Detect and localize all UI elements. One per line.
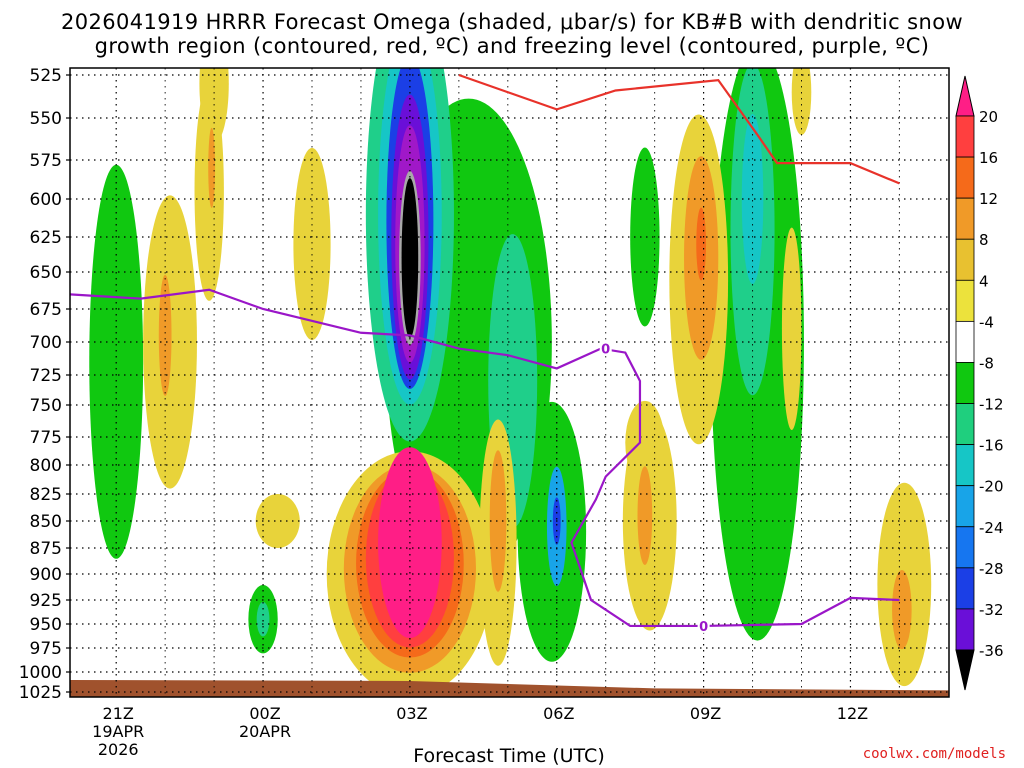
- freezing-label-bg: [599, 340, 612, 356]
- x-tick-label: 00Z: [249, 704, 280, 723]
- colorbar-top-arrow: [955, 75, 975, 117]
- colorbar-swatch: [955, 608, 975, 651]
- colorbar-swatch: [955, 444, 975, 487]
- colorbar-label: -24: [979, 519, 1004, 537]
- y-tick-label: 550: [30, 109, 62, 129]
- omega-region-orange-13Z: [892, 570, 912, 650]
- omega-region-orange-08Z-core: [696, 207, 707, 281]
- x-tick-label: 03Z: [396, 704, 427, 723]
- colorbar-swatch: [955, 197, 975, 240]
- colorbar-label: -36: [979, 642, 1004, 660]
- y-tick-label: 700: [30, 333, 62, 353]
- x-tick-label: 19APR: [92, 722, 144, 741]
- dendritic-growth-contour: [458, 73, 900, 185]
- colorbar-label: -12: [979, 396, 1004, 414]
- y-tick-label: 925: [30, 591, 62, 611]
- y-tick-label: 725: [30, 366, 62, 386]
- y-tick-label: 900: [30, 565, 62, 585]
- freezing-level-label: 0: [601, 343, 610, 358]
- freezing-level-label: 0: [699, 620, 708, 635]
- colorbar-swatch: [955, 156, 975, 199]
- x-tick-label: 20APR: [239, 722, 291, 741]
- colorbar-label: -16: [979, 437, 1004, 455]
- x-axis-title: Forecast Time (UTC): [413, 745, 605, 767]
- y-tick-label: 950: [30, 615, 62, 635]
- x-tick-label: 2026: [98, 740, 139, 759]
- colorbar-bottom-arrow: [955, 649, 975, 691]
- x-tick-label: 09Z: [690, 704, 721, 723]
- colorbar-label: -32: [979, 601, 1004, 619]
- colorbar-label: -20: [979, 478, 1004, 496]
- omega-region-green-21Z-column: [89, 164, 144, 559]
- terrain-fill: [70, 680, 949, 697]
- y-tick-label: 1025: [19, 683, 62, 703]
- omega-region-green-07Z-small: [630, 147, 660, 327]
- x-tick-label: 06Z: [543, 704, 574, 723]
- y-tick-label: 975: [30, 639, 62, 659]
- omega-region-blue-10Z-column: [741, 114, 764, 284]
- colorbar-label: 16: [979, 149, 998, 167]
- colorbar-swatch: [955, 567, 975, 610]
- omega-region-orange-05Z: [489, 450, 507, 592]
- omega-region-orange-07Z: [637, 466, 653, 565]
- y-tick-label: 575: [30, 151, 62, 171]
- y-tick-label: 850: [30, 512, 62, 532]
- y-tick-label: 625: [30, 228, 62, 248]
- colorbar-swatch: [955, 526, 975, 569]
- freezing-level-contour: [70, 288, 900, 628]
- y-tick-label: 800: [30, 456, 62, 476]
- colorbar-label: -28: [979, 560, 1004, 578]
- omega-region-orange-23Z: [208, 127, 216, 208]
- x-tick-label: 12Z: [837, 704, 868, 723]
- y-tick-label: 825: [30, 485, 62, 505]
- omega-region-yellow-19Z-low: [0, 395, 4, 467]
- colorbar-label: -4: [979, 313, 994, 331]
- colorbar-swatch: [955, 362, 975, 404]
- chart-title-line2: growth region (contoured, red, ºC) and f…: [94, 34, 930, 58]
- omega-region-yellow-00Z-low: [255, 494, 300, 548]
- colorbar-swatch: [955, 320, 975, 363]
- colorbar-label: 4: [979, 272, 989, 290]
- omega-region-omega-03Z-core-7: [401, 178, 419, 338]
- colorbar-swatch: [955, 485, 975, 528]
- omega-region-yellow-23Z-top: [199, 68, 229, 144]
- chart-title-line1: 2026041919 HRRR Forecast Omega (shaded, …: [60, 10, 964, 34]
- omega-region-yellow-07Z-mid: [625, 400, 665, 485]
- colorbar-swatch: [955, 238, 975, 281]
- colorbar-label: -8: [979, 354, 994, 372]
- colorbar-label: 20: [979, 108, 998, 126]
- y-tick-label: 750: [30, 396, 62, 416]
- omega-region-yellow-01Z: [293, 147, 331, 341]
- colorbar-label: 8: [979, 231, 989, 249]
- y-tick-label: 1000: [19, 663, 62, 683]
- colorbar-label: 12: [979, 190, 998, 208]
- freezing-label-bg: [697, 617, 710, 633]
- colorbar-swatch: [955, 115, 975, 158]
- y-tick-label: 600: [30, 190, 62, 210]
- colorbar-swatch: [955, 403, 975, 446]
- y-tick-label: 650: [30, 263, 62, 283]
- omega-region-orange-22Z: [158, 274, 172, 396]
- colorbar-swatch: [955, 279, 975, 322]
- colorbar: 20 16 12 8 4 -4 -8 -12 -16 -20 -24 -28 -32 -36: [955, 75, 1004, 691]
- y-tick-label: 875: [30, 539, 62, 559]
- y-tick-label: 775: [30, 428, 62, 448]
- x-tick-label: 21Z: [103, 704, 134, 723]
- plot-frame: [69, 67, 950, 698]
- y-tick-label: 675: [30, 300, 62, 320]
- omega-region-cyan-00Z-small: [256, 601, 270, 637]
- credit-text: coolwx.com/models: [862, 746, 1006, 762]
- omega-region-yellow-11Z: [781, 227, 802, 430]
- y-tick-label: 525: [30, 66, 62, 86]
